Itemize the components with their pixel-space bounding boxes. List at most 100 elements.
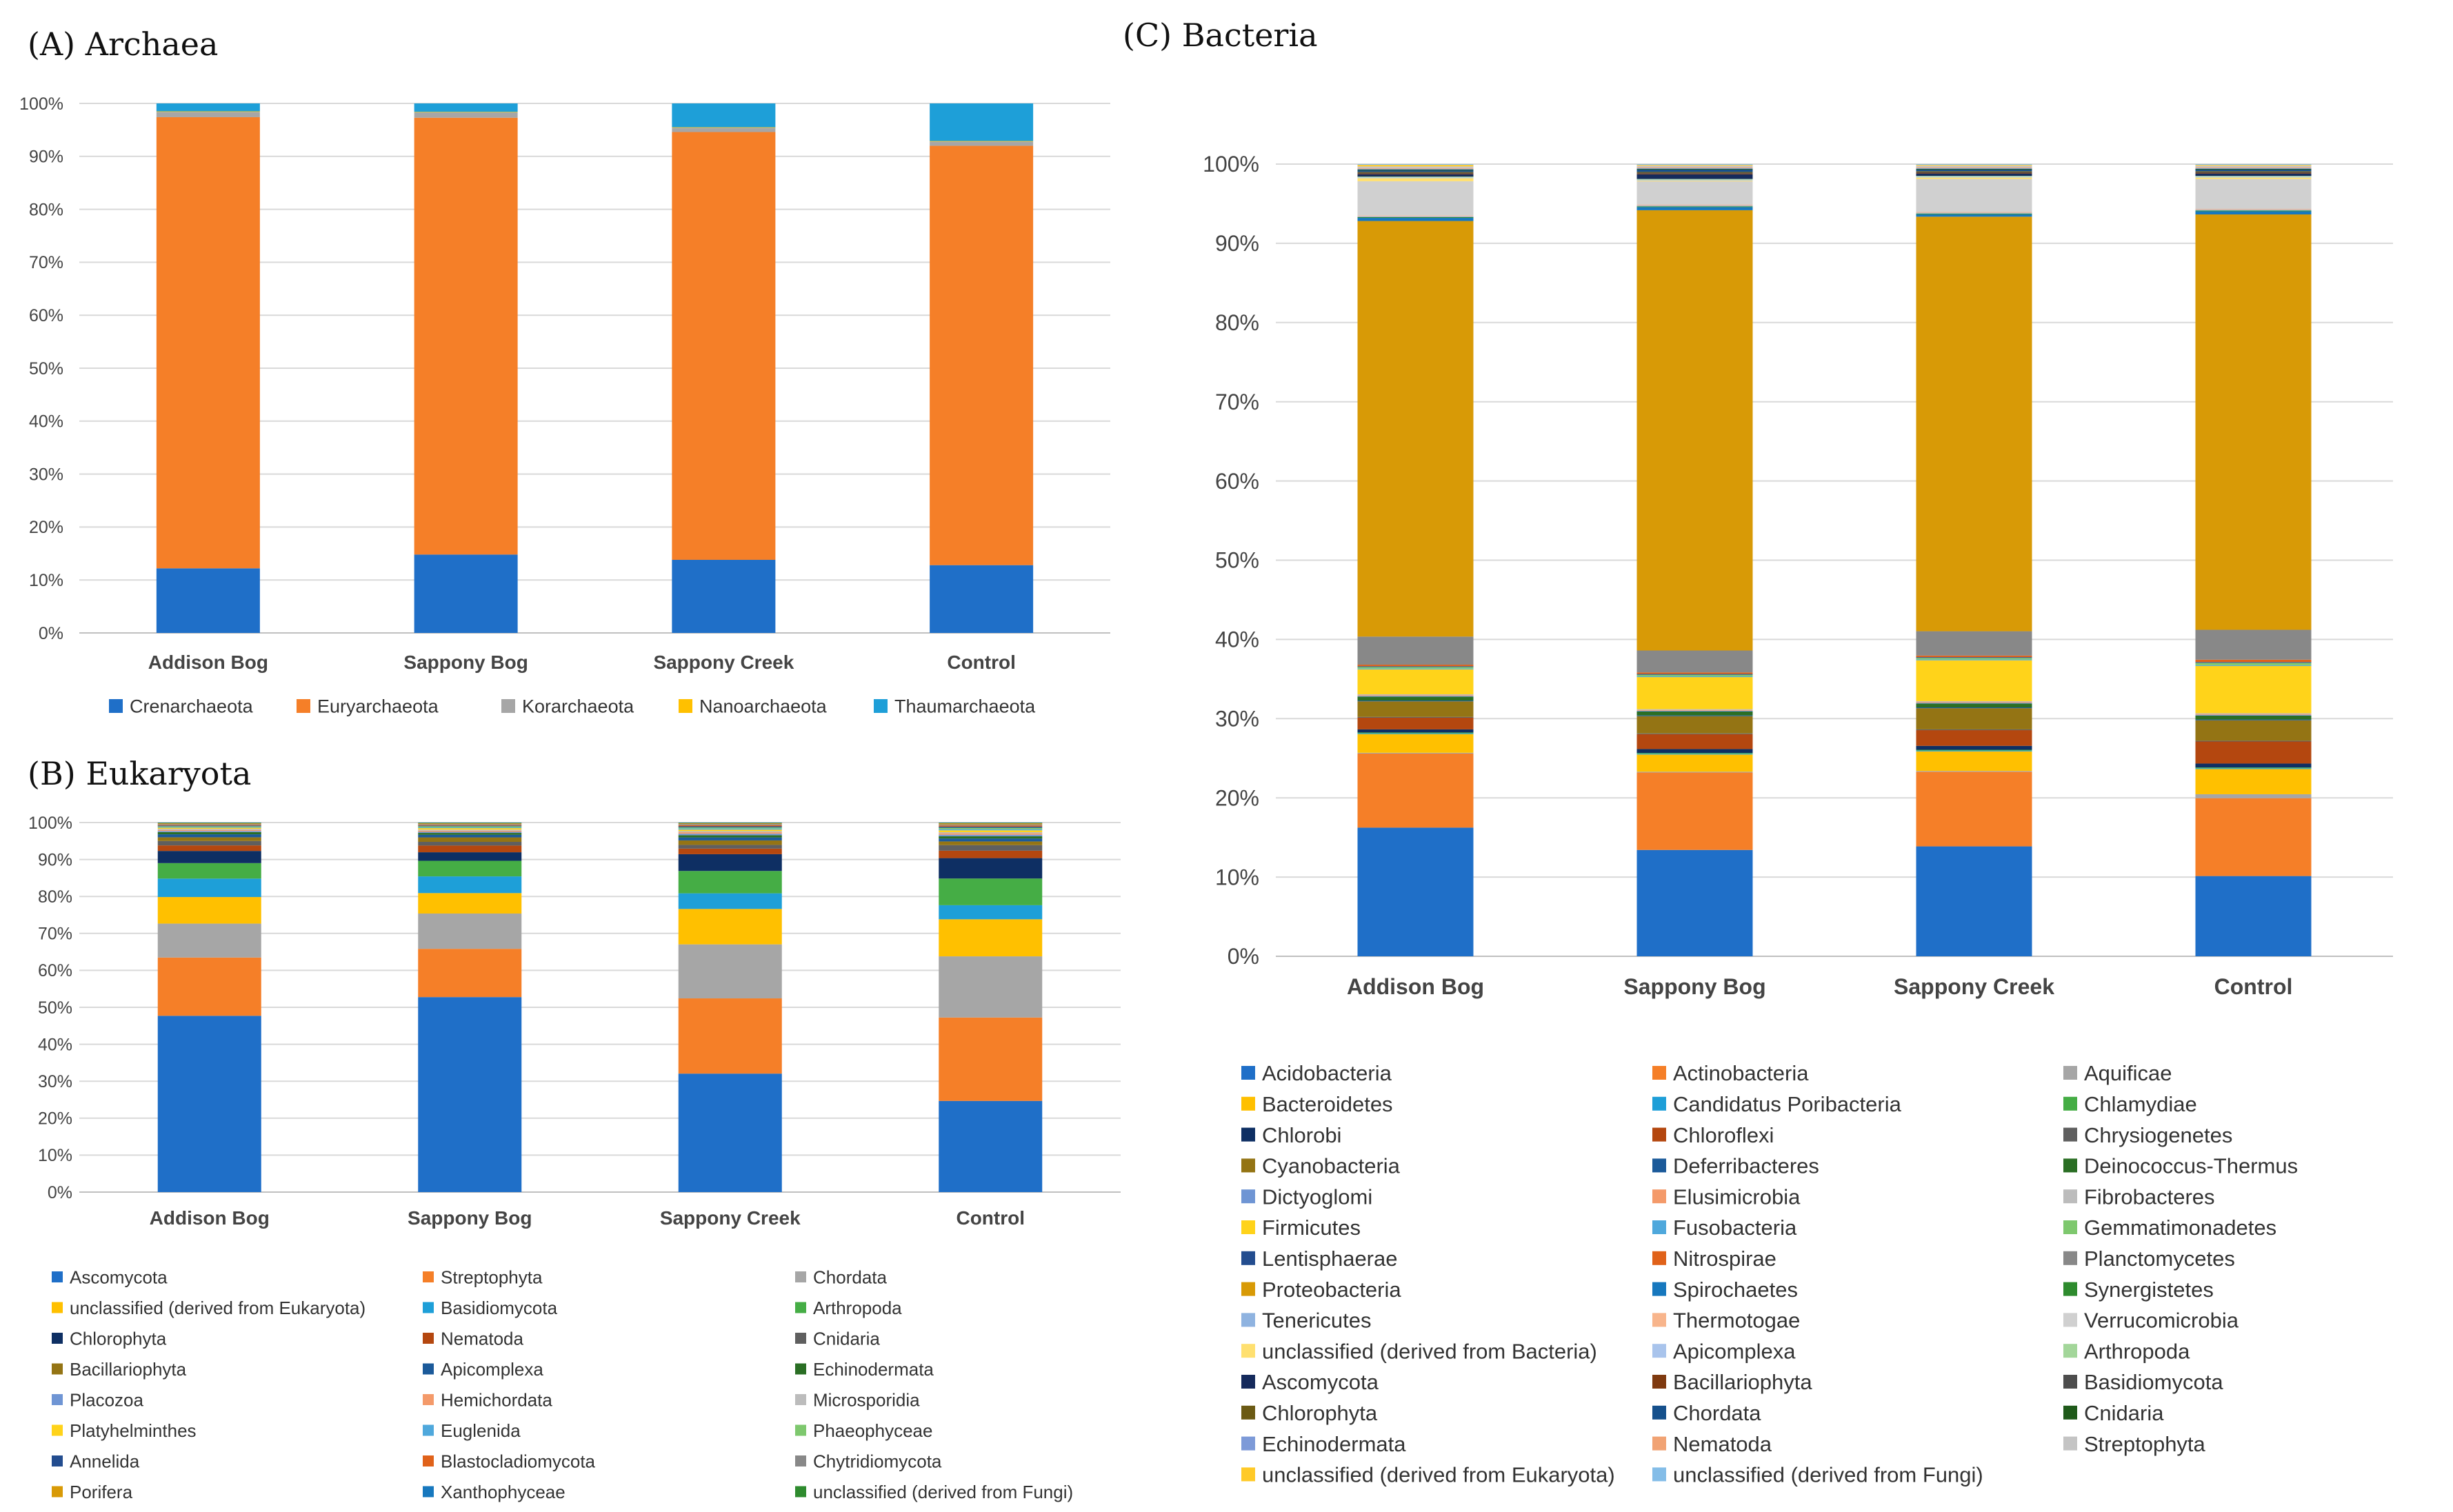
bar-segment-arthropoda: [418, 860, 522, 877]
legend-label-bacillariophyta: Bacillariophyta: [70, 1359, 187, 1380]
bar-segment-planctomycetes: [1916, 631, 2032, 656]
bar-segment-porifera: [678, 823, 782, 825]
legend-swatch-crenarchaeota: [109, 699, 123, 713]
legend-swatch-unclassified-derived-from-eukaryota: [52, 1302, 63, 1313]
bar-segment-chlorophyta: [157, 851, 261, 863]
bar-segment-fibrobacteres: [1916, 700, 2032, 703]
bar-segment-unclassified-derived-from-eukaryota: [939, 919, 1043, 957]
bar-segment-nematoda: [157, 845, 261, 851]
bar-segment-basidiomycota: [1636, 172, 1753, 174]
bar-segment-proteobacteria: [1636, 210, 1753, 651]
legend-label-placozoa: Placozoa: [70, 1389, 143, 1410]
bar-segment-actinobacteria: [1357, 753, 1474, 828]
bar-segment-echinodermata: [1916, 168, 2032, 169]
legend-label-korarchaeota: Korarchaeota: [522, 696, 634, 717]
bar-segment-apicomplexa: [418, 834, 522, 838]
legend-swatch-bacteroidetes: [1241, 1096, 1255, 1111]
bar-segment-thaumarchaeota: [414, 103, 518, 112]
y-tick-label: 80%: [38, 887, 72, 907]
x-category-label: Sappony Bog: [403, 652, 528, 673]
archaea-title: (A) Archaea: [28, 26, 218, 63]
x-category-label: Sappony Bog: [1623, 974, 1765, 999]
bar-segment-apicomplexa: [939, 838, 1043, 842]
legend-swatch-fusobacteria: [1652, 1220, 1666, 1234]
legend-label-basidiomycota: Basidiomycota: [2084, 1370, 2223, 1394]
bar-segment-cnidaria: [678, 845, 782, 849]
bar-segment-echinodermata: [1357, 168, 1474, 170]
bar-segment-echinodermata: [939, 836, 1043, 839]
bar-segment-chloroflexi: [1636, 734, 1753, 749]
bar-segment-thaumarchaeota: [672, 103, 776, 128]
legend-label-blastocladiomycota: Blastocladiomycota: [441, 1451, 596, 1471]
bar-segment-euryarchaeota: [930, 145, 1034, 565]
legend-label-unclassified-derived-from-eukaryota: unclassified (derived from Eukaryota): [70, 1298, 366, 1318]
bar-segment-cnidaria: [1636, 168, 1753, 170]
bar-segment-hemichordata: [939, 833, 1043, 835]
x-category-label: Control: [2214, 974, 2293, 999]
bar-segment-deinococcus-thermus: [1916, 703, 2032, 708]
bar-segment-arthropoda: [1916, 176, 2032, 177]
legend-label-chloroflexi: Chloroflexi: [1673, 1123, 1774, 1147]
bar-segment-unclassified-derived-from-fungi: [1636, 164, 1753, 165]
bar-segment-apicomplexa: [1357, 177, 1474, 179]
bar-segment-microsporidia: [678, 831, 782, 833]
bar-segment-chlamydiae: [1916, 749, 2032, 751]
bar-segment-chlorophyta: [939, 858, 1043, 879]
y-tick-label: 70%: [1215, 390, 1259, 414]
bar-segment-chlamydiae: [2195, 767, 2312, 769]
bar-segment-phaeophyceae: [939, 827, 1043, 829]
bar-segment-actinobacteria: [1916, 772, 2032, 847]
legend-swatch-phaeophyceae: [795, 1424, 806, 1436]
legend-swatch-arthropoda: [795, 1302, 806, 1313]
legend-label-porifera: Porifera: [70, 1482, 133, 1502]
bar-segment-acidobacteria: [1916, 846, 2032, 956]
bar-segment-arthropoda: [1636, 179, 1753, 180]
legend-swatch-basidiomycota: [2063, 1375, 2077, 1389]
bar-segment-chlorophyta: [678, 854, 782, 871]
legend-label-basidiomycota: Basidiomycota: [441, 1298, 558, 1318]
bar-segment-fibrobacteres: [1357, 694, 1474, 696]
x-category-label: Sappony Creek: [660, 1207, 801, 1229]
y-tick-label: 50%: [38, 998, 72, 1018]
bar-segment-basidiomycota: [418, 876, 522, 894]
bar-segment-firmicutes: [1357, 669, 1474, 695]
bar-segment-porifera: [939, 823, 1043, 825]
bar-segment-microsporidia: [418, 829, 522, 831]
bar-segment-bacillariophyta: [678, 840, 782, 845]
bar-segment-bacteroidetes: [2195, 769, 2312, 794]
legend-label-xanthophyceae: Xanthophyceae: [441, 1482, 565, 1502]
bar-segment-synergistetes: [2195, 210, 2312, 212]
legend-swatch-nematoda: [1652, 1436, 1666, 1451]
legend-label-cnidaria: Cnidaria: [2084, 1401, 2164, 1425]
legend-swatch-candidatus-poribacteria: [1652, 1096, 1666, 1111]
bar-segment-tenericutes: [1357, 216, 1474, 217]
legend-swatch-synergistetes: [2063, 1282, 2077, 1296]
legend-label-unclassified-derived-from-fungi: unclassified (derived from Fungi): [1673, 1463, 1983, 1487]
bar-segment-cnidaria: [418, 842, 522, 846]
bar-segment-unclassified-derived-from-eukaryota: [1357, 165, 1474, 167]
bar-segment-arthropoda: [2195, 176, 2312, 177]
bar-segment-nitrospirae: [1916, 655, 2032, 658]
bar-segment-chrysiogenetes: [1916, 729, 2032, 731]
bar-segment-actinobacteria: [2195, 798, 2312, 876]
bar-segment-chordata: [2195, 169, 2312, 172]
y-tick-label: 60%: [29, 306, 63, 325]
bar-segment-nanoarchaeota: [930, 141, 1034, 142]
bar-segment-spirochaetes: [1636, 207, 1753, 210]
bar-segment-deinococcus-thermus: [1636, 711, 1753, 716]
legend-label-bacteroidetes: Bacteroidetes: [1262, 1092, 1393, 1116]
x-category-label: Addison Bog: [148, 652, 268, 673]
bar-segment-chytridiomycota: [678, 824, 782, 825]
bar-segment-crenarchaeota: [414, 554, 518, 633]
bar-segment-proteobacteria: [1357, 221, 1474, 637]
y-tick-label: 60%: [38, 961, 72, 980]
bar-segment-chlorobi: [1357, 729, 1474, 733]
legend-swatch-unclassified-derived-from-fungi: [795, 1486, 806, 1498]
bar-segment-bacillariophyta: [2195, 172, 2312, 174]
legend-swatch-fibrobacteres: [2063, 1189, 2077, 1204]
legend-swatch-cnidaria: [2063, 1405, 2077, 1420]
archaea-panel: (A) Archaea 0% 10% 20% 30% 40% 50% 60% 70% 80% 90…: [19, 26, 1110, 717]
bar-segment-firmicutes: [1916, 660, 2032, 701]
bar-segment-chlorophyta: [2195, 171, 2312, 172]
